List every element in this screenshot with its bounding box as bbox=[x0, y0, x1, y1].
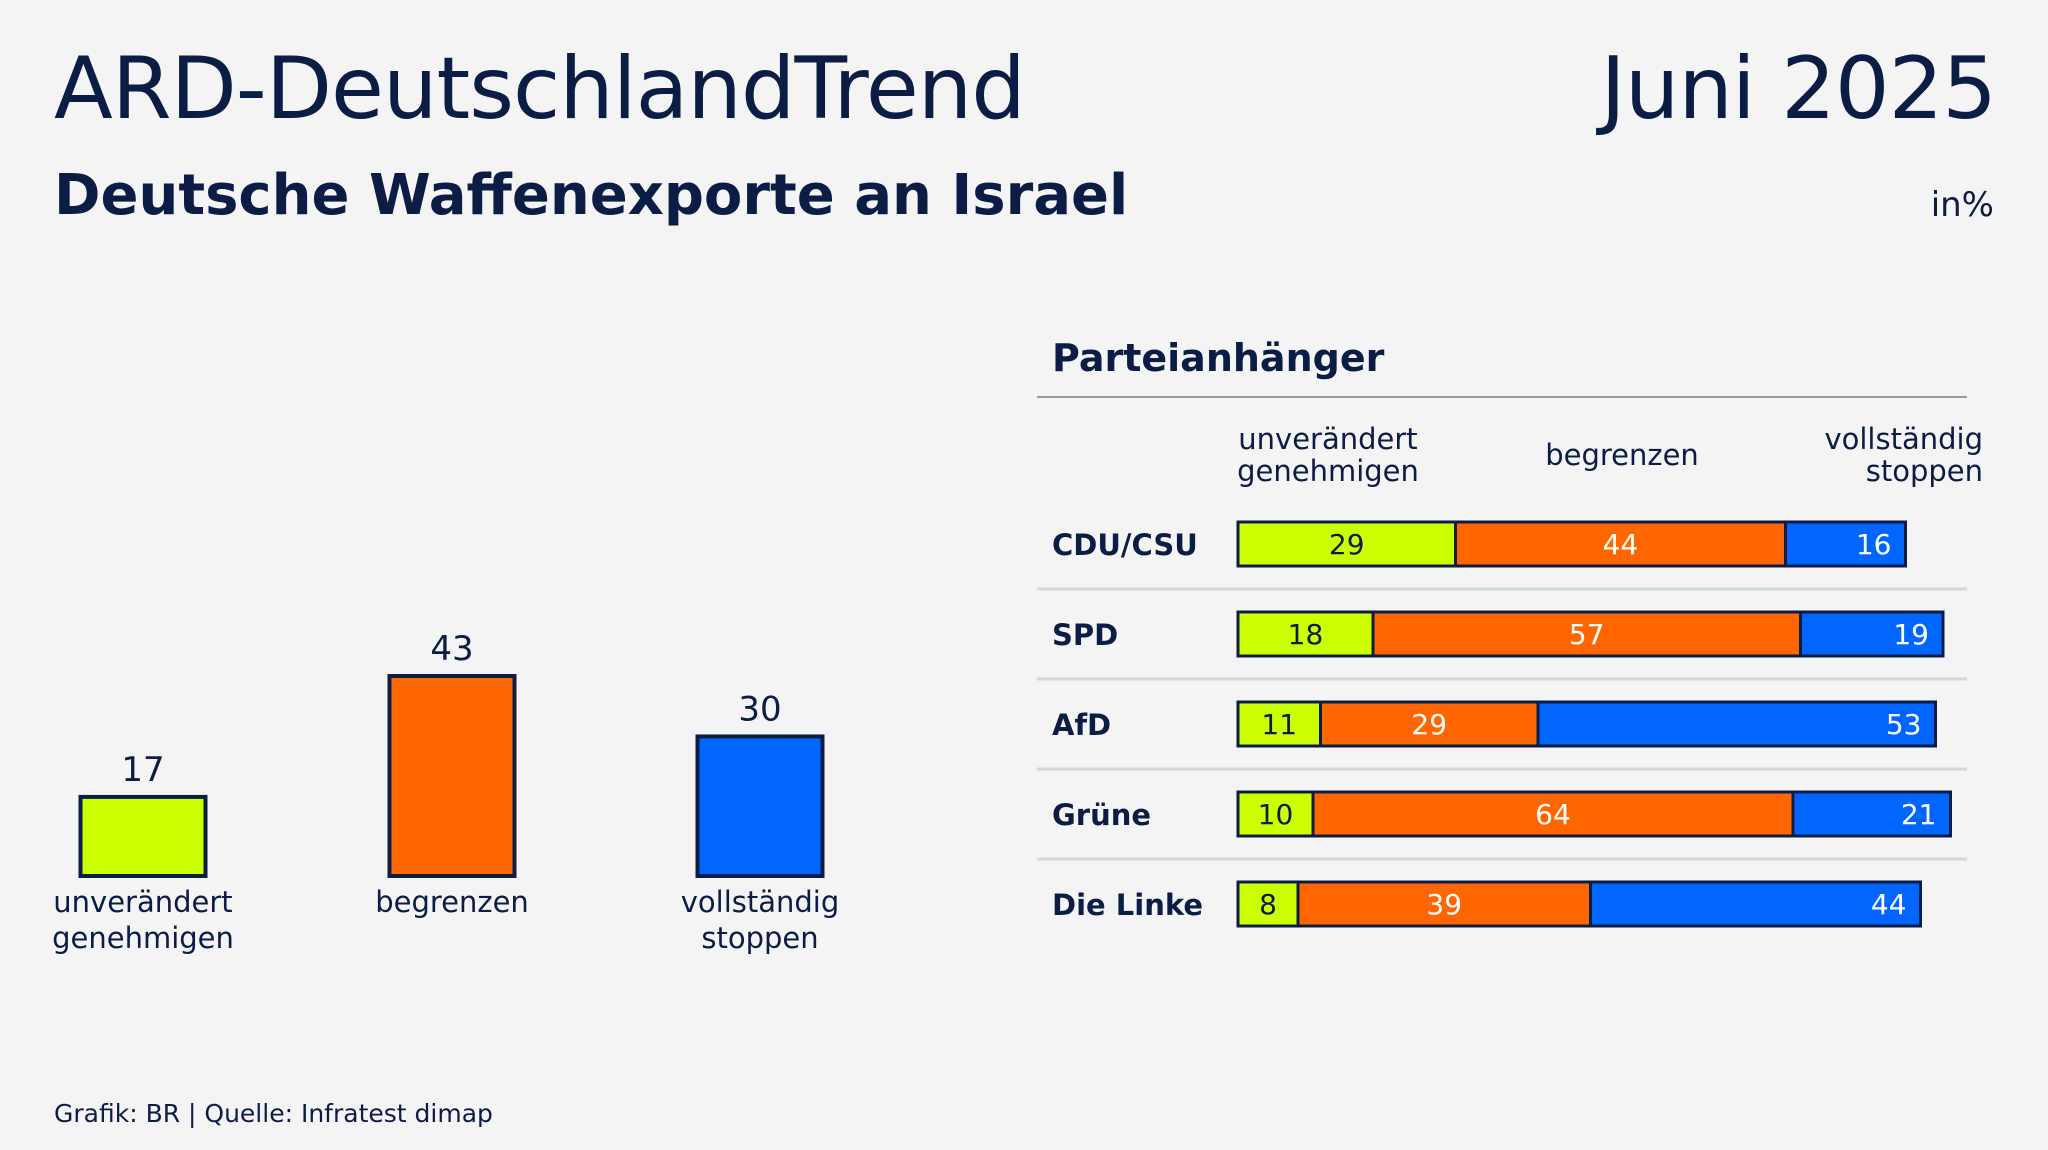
party-value-label-1-3: 16 bbox=[1856, 528, 1892, 561]
party-value-label-4-1: 10 bbox=[1258, 798, 1294, 831]
party-label-2: SPD bbox=[1052, 618, 1118, 652]
overall-category-label-3: vollständig stoppen bbox=[681, 885, 840, 955]
party-bar-segment-1-3 bbox=[1784, 520, 1907, 568]
party-label-4: Grüne bbox=[1052, 798, 1151, 832]
party-value-label-2-2: 57 bbox=[1569, 618, 1605, 651]
party-label-5: Die Linke bbox=[1052, 888, 1203, 922]
party-bar-segment-4-2 bbox=[1311, 790, 1795, 838]
party-bar-segment-5-3 bbox=[1589, 880, 1922, 928]
party-value-label-3-2: 29 bbox=[1411, 708, 1447, 741]
overall-category-label-1: unverändert genehmigen bbox=[52, 885, 234, 955]
party-section-rule bbox=[1037, 396, 1967, 398]
party-bar-segment-4-3 bbox=[1791, 790, 1952, 838]
header-label-unveraendert: unverändert genehmigen bbox=[1237, 422, 1419, 488]
party-value-label-5-2: 39 bbox=[1426, 888, 1462, 921]
header-label-begrenzen: begrenzen bbox=[1545, 438, 1699, 472]
party-value-label-1-1: 29 bbox=[1329, 528, 1365, 561]
survey-date: Juni 2025 bbox=[1600, 39, 1997, 139]
overall-bar-2 bbox=[387, 674, 517, 878]
chart-subtitle: Deutsche Waffenexporte an Israel bbox=[54, 163, 1129, 228]
party-bar-segment-2-1 bbox=[1236, 610, 1375, 658]
party-value-label-5-1: 8 bbox=[1259, 888, 1277, 921]
chart-title: ARD-DeutschlandTrend bbox=[54, 39, 1026, 139]
party-value-label-2-1: 18 bbox=[1288, 618, 1324, 651]
overall-value-label-2: 43 bbox=[430, 629, 473, 669]
header-label-stoppen: vollständig stoppen bbox=[1824, 422, 1983, 488]
party-value-label-2-3: 19 bbox=[1893, 618, 1929, 651]
party-bar-segment-1-1 bbox=[1236, 520, 1457, 568]
party-section-title: Parteianhänger bbox=[1052, 336, 1385, 380]
overall-bar-chart: 17 unverändert genehmigen 43 begrenzen 30 voll… bbox=[52, 629, 840, 955]
unit-label: in% bbox=[1930, 185, 1994, 225]
party-value-label-4-2: 64 bbox=[1535, 798, 1571, 831]
overall-bar-1 bbox=[78, 794, 208, 879]
party-stacked-bar-chart: unverändert genehmigen begrenzen vollständi… bbox=[1037, 422, 1983, 928]
overall-value-label-1: 17 bbox=[121, 750, 164, 790]
party-label-3: AfD bbox=[1052, 708, 1111, 742]
party-bar-segment-5-1 bbox=[1236, 880, 1300, 928]
overall-value-label-3: 30 bbox=[738, 689, 781, 729]
party-value-label-4-3: 21 bbox=[1901, 798, 1937, 831]
party-bar-segment-2-2 bbox=[1371, 610, 1802, 658]
party-bar-segment-2-3 bbox=[1799, 610, 1945, 658]
party-value-label-3-3: 53 bbox=[1886, 708, 1922, 741]
party-bar-segment-3-3 bbox=[1536, 700, 1937, 748]
party-label-1: CDU/CSU bbox=[1052, 528, 1198, 562]
party-value-label-3-1: 11 bbox=[1261, 708, 1297, 741]
party-bar-segment-3-1 bbox=[1236, 700, 1322, 748]
overall-bar-3 bbox=[695, 734, 825, 878]
source-note: Grafik: BR | Quelle: Infratest dimap bbox=[54, 1099, 493, 1128]
overall-category-label-2: begrenzen bbox=[375, 885, 529, 919]
party-value-label-5-3: 44 bbox=[1871, 888, 1907, 921]
party-value-label-1-2: 44 bbox=[1603, 528, 1639, 561]
